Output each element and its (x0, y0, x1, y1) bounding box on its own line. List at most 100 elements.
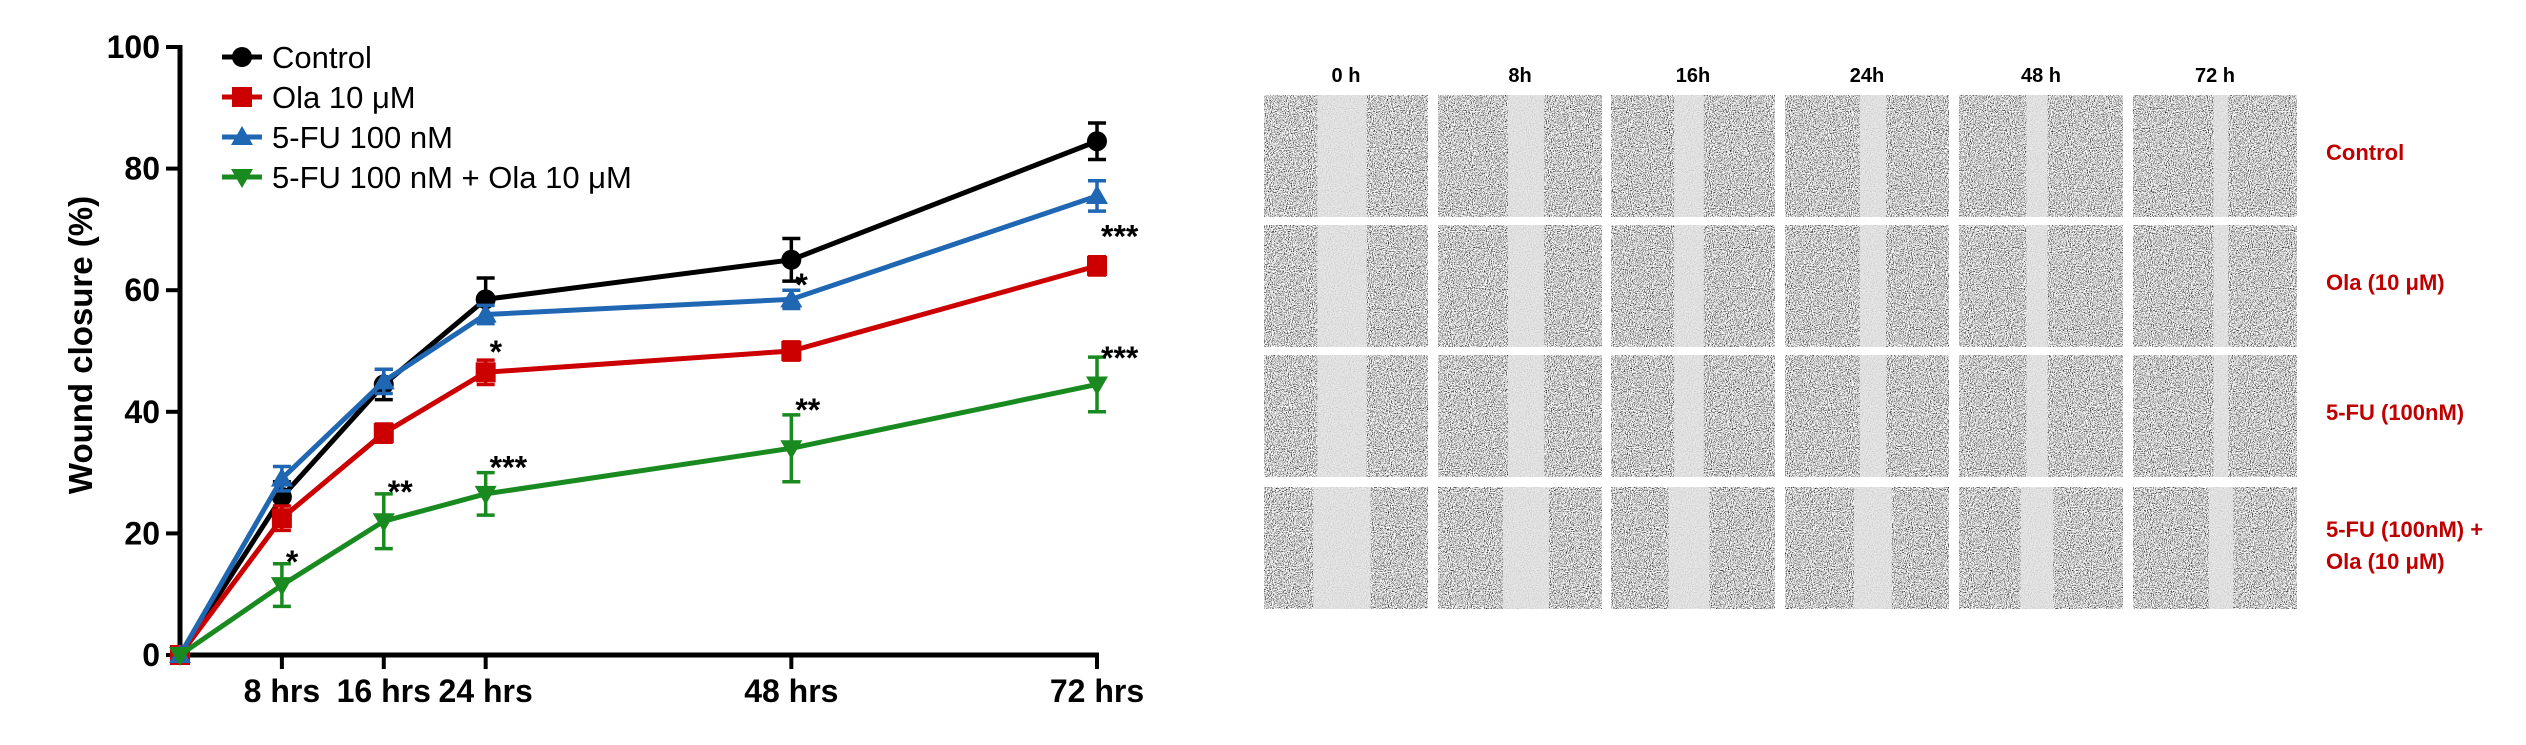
wound-image (1438, 487, 1602, 609)
y-tick-label: 60 (124, 272, 160, 308)
wound-image (2133, 95, 2297, 217)
wound-image (1264, 487, 1428, 609)
wound-image (2133, 487, 2297, 609)
time-column-label: 72 h (2195, 65, 2235, 87)
y-tick-label: 40 (124, 394, 160, 430)
legend-label: Control (272, 40, 372, 75)
wound-image (1438, 355, 1602, 477)
treatment-row-label: 5-FU (100nM) (2326, 400, 2464, 425)
legend: Control Ola 10 μM 5-FU 100 nM 5-FU 100 nM +… (222, 40, 632, 195)
wound-image (1438, 95, 1602, 217)
significance-annotations: **************** (286, 218, 1139, 579)
legend-label: 5-FU 100 nM (272, 120, 453, 155)
treatment-row-label: Ola (10 μM) (2326, 549, 2445, 574)
data-point (1087, 255, 1107, 276)
data-point (780, 440, 803, 460)
legend-label: 5-FU 100 nM + Ola 10 μM (272, 160, 632, 195)
wound-image (1785, 487, 1949, 609)
x-tick-label: 16 hrs (337, 673, 431, 709)
time-column-label: 8h (1508, 65, 1531, 87)
wound-image (1959, 225, 2123, 347)
x-tick-label: 8 hrs (244, 673, 320, 709)
x-tick-label: 48 hrs (744, 673, 838, 709)
legend-label: Ola 10 μM (272, 80, 416, 115)
wound-image (1611, 487, 1775, 609)
y-axis: 0 20 40 60 80 100 (107, 29, 183, 673)
legend-item: 5-FU 100 nM (222, 120, 453, 155)
wound-image (2133, 355, 2297, 477)
legend-marker (232, 87, 252, 107)
series-0 (170, 121, 1107, 665)
legend-item: Control (222, 40, 372, 75)
wound-image (1959, 95, 2123, 217)
series-line (177, 138, 1098, 657)
data-point (372, 370, 395, 390)
series-layer (169, 121, 1108, 666)
wound-image (1438, 225, 1602, 347)
data-point (475, 362, 496, 383)
treatment-row-label: 5-FU (100nM) + (2326, 517, 2483, 542)
wound-image (1785, 95, 1949, 217)
wound-image (1611, 95, 1775, 217)
wound-image (1611, 225, 1775, 347)
legend-item: 5-FU 100 nM + Ola 10 μM (222, 160, 632, 195)
legend-item: Ola 10 μM (222, 80, 416, 115)
wound-image (1264, 225, 1428, 347)
data-point (781, 249, 802, 270)
x-axis: 8 hrs 16 hrs 24 hrs 48 hrs 72 hrs (178, 652, 1144, 709)
micrograph-row: 5-FU (100nM) (1264, 355, 2464, 477)
y-axis-label: Wound closure (%) (62, 196, 99, 494)
series-line (177, 263, 1098, 657)
legend-marker (232, 47, 252, 67)
y-tick-label: 80 (124, 151, 160, 187)
wound-image (1264, 355, 1428, 477)
data-point (781, 341, 802, 361)
x-tick-label: 72 hrs (1050, 673, 1144, 709)
data-point (780, 288, 803, 308)
time-column-label: 0 h (1332, 65, 1361, 87)
significance-mark: * (490, 334, 503, 370)
significance-mark: * (286, 544, 299, 580)
data-point (474, 303, 497, 323)
data-point (373, 423, 394, 444)
data-point (1086, 184, 1108, 204)
data-point (1087, 131, 1107, 152)
data-point (1086, 376, 1108, 396)
wound-image (1611, 355, 1775, 477)
wound-image (1959, 355, 2123, 477)
x-tick-label: 24 hrs (439, 673, 533, 709)
wound-image (2133, 225, 2297, 347)
series-3 (169, 355, 1108, 666)
treatment-row-label: Ola (10 μM) (2326, 270, 2445, 295)
significance-mark: ** (388, 474, 413, 510)
wound-image (1959, 487, 2123, 609)
micrograph-row: Control (1264, 95, 2404, 217)
series-1 (170, 255, 1107, 665)
wound-image (1785, 225, 1949, 347)
series-2 (169, 179, 1108, 663)
line-chart: Wound closure (%) 0 20 40 60 80 100 8 hrs 16 h… (62, 29, 1144, 709)
significance-mark: *** (1101, 340, 1139, 376)
series-line (178, 381, 1098, 658)
data-point (271, 508, 292, 529)
treatment-row-label: Control (2326, 140, 2404, 165)
time-column-label: 24h (1850, 65, 1884, 87)
y-tick-label: 0 (142, 637, 160, 673)
legend-marker (231, 126, 253, 145)
significance-mark: * (795, 267, 808, 303)
significance-mark: *** (1101, 218, 1139, 254)
legend-marker (231, 169, 253, 188)
significance-mark: *** (490, 450, 528, 486)
significance-mark: ** (795, 392, 820, 428)
micrograph-row: 5-FU (100nM) + Ola (10 μM) (1264, 487, 2483, 609)
data-point (474, 485, 497, 505)
micrograph-row: Ola (10 μM) (1264, 225, 2445, 347)
time-column-label: 48 h (2021, 65, 2061, 87)
data-point (372, 513, 395, 533)
data-point (169, 647, 191, 666)
data-point (270, 577, 293, 597)
wound-image (1264, 95, 1428, 217)
y-tick-label: 20 (124, 515, 160, 551)
